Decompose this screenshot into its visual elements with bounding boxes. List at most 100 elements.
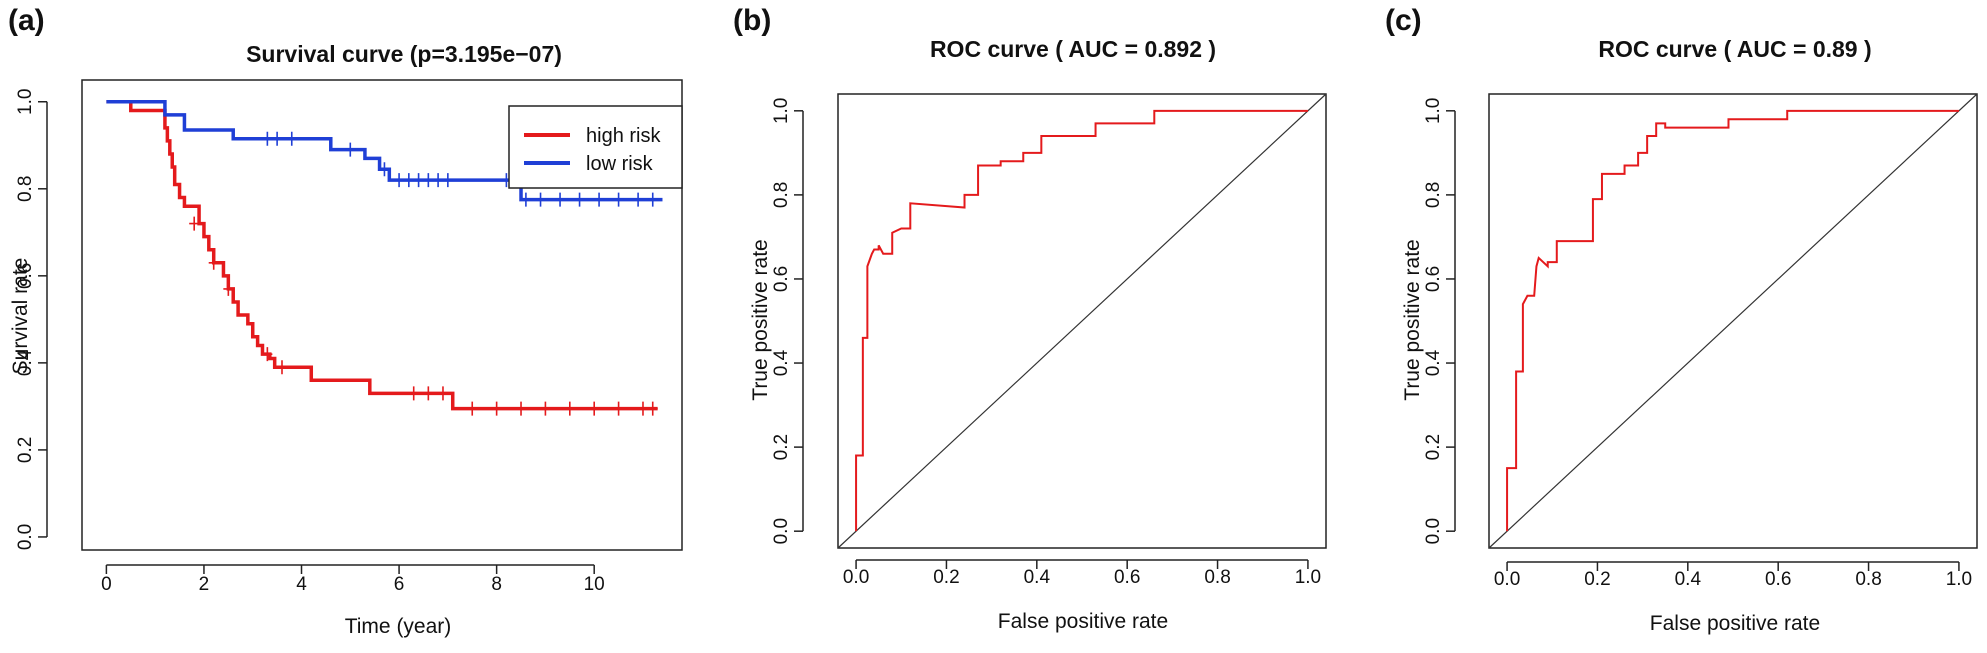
y-tick-label: 0.4 xyxy=(771,349,792,376)
x-tick-label: 0.8 xyxy=(1204,567,1230,588)
roc-c-axes: 0.0 0.2 0.4 0.6 0.8 1.0 0.0 0.2 0.4 0.6 0.8 1.0 xyxy=(1423,98,1972,590)
x-tick-label: 10 xyxy=(584,574,605,595)
high-risk-censor-mark xyxy=(277,360,287,375)
low-risk-censor-mark xyxy=(379,162,390,177)
chance-diagonal-line xyxy=(837,93,1327,549)
roc-c-plot-frame xyxy=(1488,93,1978,549)
survival-x-axis-label: Time (year) xyxy=(345,615,452,638)
panel-letter-b: (b) xyxy=(733,4,771,37)
low-risk-censor-mark xyxy=(555,192,566,207)
high-risk-censor-mark xyxy=(647,401,658,416)
high-risk-censor-mark xyxy=(491,401,502,416)
high-risk-censor-mark xyxy=(540,401,551,416)
low-risk-censor-mark xyxy=(535,192,546,207)
low-risk-censor-mark xyxy=(613,192,624,207)
high-risk-censor-mark xyxy=(262,347,273,362)
legend-label-high-risk: high risk xyxy=(586,125,661,147)
x-tick-label: 0.0 xyxy=(843,567,869,588)
high-risk-censor-mark xyxy=(516,401,527,416)
roc-panel-b: (b) ROC curve ( AUC = 0.892 ) False posi… xyxy=(733,4,1327,633)
x-tick-label: 4 xyxy=(296,574,307,595)
high-risk-censor-mark xyxy=(189,216,200,231)
y-tick-label: 1.0 xyxy=(15,89,36,115)
y-tick-label: 0.8 xyxy=(771,182,792,208)
survival-legend: high risk low risk xyxy=(508,105,683,189)
roc-b-y-axis-label: True positive rate xyxy=(749,239,772,400)
x-tick-label: 1.0 xyxy=(1946,569,1972,590)
x-tick-label: 0.4 xyxy=(1675,569,1702,590)
x-tick-label: 1.0 xyxy=(1295,567,1321,588)
roc-b-x-axis-label: False positive rate xyxy=(998,610,1168,633)
roc-c-series xyxy=(1488,93,1978,549)
panel-letter-a: (a) xyxy=(8,4,45,37)
low-risk-censor-mark xyxy=(345,142,356,157)
y-tick-label: 1.0 xyxy=(1423,98,1444,124)
low-risk-censor-mark xyxy=(442,173,453,188)
x-tick-label: 0.6 xyxy=(1765,569,1791,590)
x-tick-label: 2 xyxy=(199,574,210,595)
roc-c-x-axis-label: False positive rate xyxy=(1650,612,1820,635)
low-risk-censor-mark xyxy=(423,173,434,188)
high-risk-censor-mark xyxy=(437,386,448,401)
low-risk-censor-mark xyxy=(594,192,605,207)
x-tick-label: 0 xyxy=(101,574,112,595)
low-risk-censor-mark xyxy=(262,131,273,146)
roc-b-plot-frame xyxy=(837,93,1327,549)
x-tick-label: 0.0 xyxy=(1494,569,1520,590)
survival-panel: (a) Survival curve (p=3.195e−07) Time (y… xyxy=(8,4,683,638)
y-tick-label: 0.6 xyxy=(1423,266,1444,292)
survival-chart-title: Survival curve (p=3.195e−07) xyxy=(246,41,562,67)
y-tick-label: 0.4 xyxy=(1423,349,1444,376)
y-tick-label: 0.0 xyxy=(1423,518,1444,544)
y-tick-label: 0.8 xyxy=(1423,182,1444,208)
y-tick-label: 0.2 xyxy=(1423,434,1444,460)
survival-axes: 0 2 4 6 8 10 0.0 0.2 0.4 0.6 0.8 1.0 xyxy=(15,89,605,595)
roc-b-chart-title: ROC curve ( AUC = 0.892 ) xyxy=(930,36,1216,62)
x-tick-label: 0.8 xyxy=(1855,569,1881,590)
high-risk-censor-mark xyxy=(589,401,600,416)
high-risk-censor-mark xyxy=(637,401,648,416)
panel-letter-c: (c) xyxy=(1385,4,1422,37)
roc-c-chart-title: ROC curve ( AUC = 0.89 ) xyxy=(1598,36,1871,62)
low-risk-censor-mark xyxy=(574,192,585,207)
high-risk-censor-mark xyxy=(408,386,419,401)
high-risk-censor-mark xyxy=(423,386,434,401)
low-risk-censor-mark xyxy=(520,192,531,207)
high-risk-censor-mark xyxy=(613,401,624,416)
legend-label-low-risk: low risk xyxy=(586,153,654,175)
x-tick-label: 0.2 xyxy=(933,567,959,588)
x-tick-label: 0.2 xyxy=(1584,569,1610,590)
low-risk-censor-mark xyxy=(394,173,405,188)
survival-plot-frame xyxy=(81,79,683,551)
y-tick-label: 0.0 xyxy=(15,524,36,550)
y-tick-label: 0.8 xyxy=(15,176,36,202)
y-tick-label: 0.4 xyxy=(15,349,36,376)
roc-b-curve xyxy=(855,109,1308,532)
y-tick-label: 0.6 xyxy=(771,266,792,292)
low-risk-censor-mark xyxy=(413,173,424,188)
low-risk-censor-mark xyxy=(403,173,414,188)
roc-c-curve xyxy=(1506,109,1959,532)
roc-panel-c: (c) ROC curve ( AUC = 0.89 ) False posit… xyxy=(1385,4,1978,635)
y-tick-label: 0.2 xyxy=(771,434,792,460)
x-tick-label: 0.4 xyxy=(1024,567,1051,588)
high-risk-curve xyxy=(106,100,658,411)
y-tick-label: 1.0 xyxy=(771,98,792,124)
high-risk-censor-mark xyxy=(467,401,478,416)
x-tick-label: 0.6 xyxy=(1114,567,1140,588)
high-risk-censor-mark xyxy=(223,281,234,296)
low-risk-censor-mark xyxy=(647,192,658,207)
high-risk-censor-mark xyxy=(564,401,575,416)
survival-y-axis-label: Survival rate xyxy=(9,258,32,375)
y-tick-label: 0.0 xyxy=(771,518,792,544)
roc-b-axes: 0.0 0.2 0.4 0.6 0.8 1.0 0.0 0.2 0.4 0.6 0.8 1.0 xyxy=(771,98,1321,588)
roc-b-series xyxy=(837,93,1327,549)
low-risk-censor-mark xyxy=(286,131,297,146)
legend-box xyxy=(508,105,683,189)
y-tick-label: 0.2 xyxy=(15,437,36,463)
x-tick-label: 6 xyxy=(394,574,405,595)
roc-c-y-axis-label: True positive rate xyxy=(1401,239,1424,400)
high-risk-censor-mark xyxy=(208,255,219,270)
x-tick-label: 8 xyxy=(491,574,502,595)
